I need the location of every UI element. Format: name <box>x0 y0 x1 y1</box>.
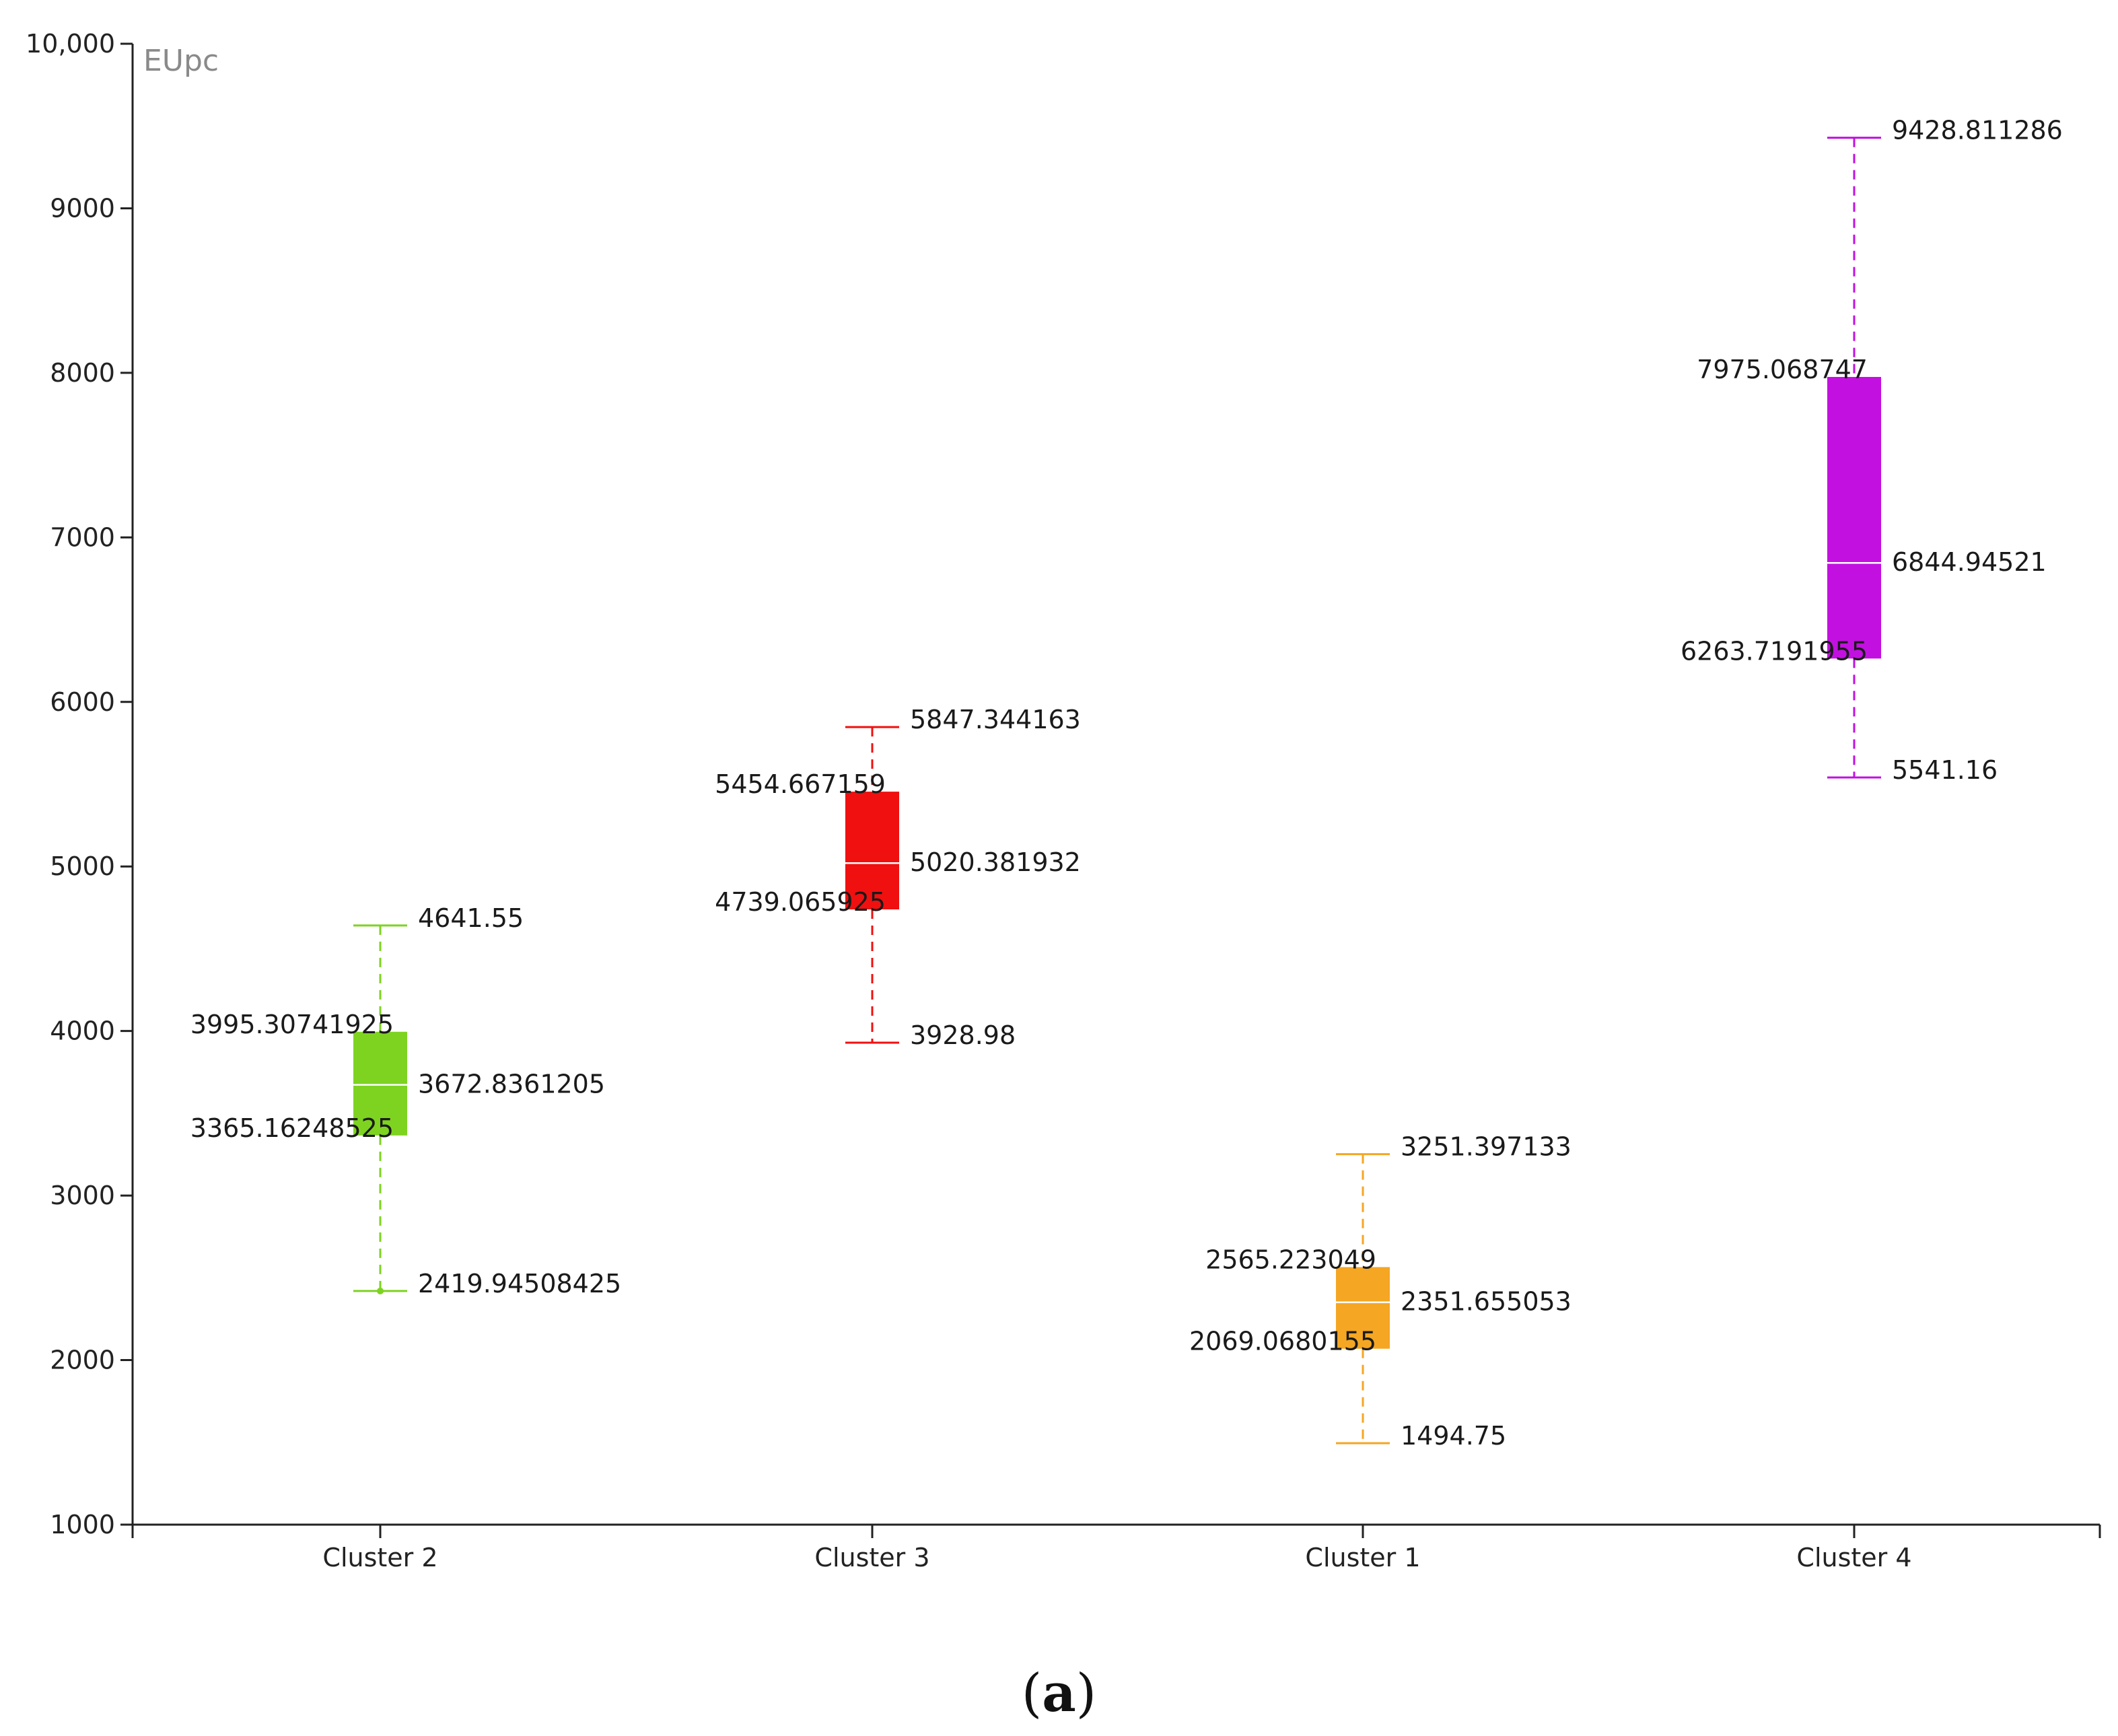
iqr-box <box>1336 1267 1390 1349</box>
min-value-label: 2419.94508425 <box>418 1269 621 1298</box>
panel-label-open: ( <box>1021 1663 1043 1724</box>
x-tick-label: Cluster 1 <box>1305 1543 1420 1572</box>
y-tick-label: 3000 <box>50 1181 115 1210</box>
min-point <box>377 1287 384 1294</box>
y-tick-label: 2000 <box>50 1346 115 1375</box>
box-cluster-3: 5847.344163 5020.381932 3928.98 5454.667159… <box>715 705 1081 1050</box>
x-tick-label: Cluster 4 <box>1796 1543 1911 1572</box>
q3-value-label: 3995.30741925 <box>190 1010 394 1039</box>
q1-value-label: 3365.16248525 <box>190 1113 394 1143</box>
y-unit-label: EUpc <box>143 44 219 78</box>
y-tick-label: 8000 <box>50 358 115 388</box>
box-cluster-2: 4641.55 3672.8361205 2419.94508425 3995.307… <box>190 903 621 1298</box>
x-tick-label: Cluster 2 <box>322 1543 437 1572</box>
median-value-label: 5020.381932 <box>910 847 1081 877</box>
y-tick-label: 5000 <box>50 852 115 881</box>
q1-value-label: 2069.0680155 <box>1189 1327 1376 1356</box>
max-value-label: 9428.811286 <box>1892 116 2063 145</box>
median-value-label: 3672.8361205 <box>418 1070 605 1099</box>
min-value-label: 3928.98 <box>910 1020 1016 1050</box>
panel-label-letter: a <box>1042 1663 1076 1724</box>
max-value-label: 5847.344163 <box>910 705 1081 734</box>
boxes: 4641.55 3672.8361205 2419.94508425 3995.307… <box>190 116 2063 1451</box>
box-cluster-1: 3251.397133 2351.655053 1494.75 2565.223049… <box>1189 1132 1572 1451</box>
iqr-box <box>845 792 899 910</box>
x-axis-ticks: Cluster 2 Cluster 3 Cluster 1 Cluster 4 <box>322 1525 1912 1572</box>
min-value-label: 5541.16 <box>1892 755 1998 785</box>
x-tick-label: Cluster 3 <box>814 1543 929 1572</box>
q3-value-label: 7975.068747 <box>1697 355 1868 384</box>
boxplot-chart: 1000 2000 3000 4000 5000 6000 7000 8000 9000 10,0… <box>26 29 2101 1572</box>
panel-label: (a) <box>0 1663 2118 1724</box>
max-value-label: 4641.55 <box>418 903 524 933</box>
q3-value-label: 5454.667159 <box>715 769 886 799</box>
max-value-label: 3251.397133 <box>1401 1132 1572 1162</box>
iqr-box <box>353 1031 407 1136</box>
panel-label-close: ) <box>1075 1663 1097 1724</box>
y-tick-label: 10,000 <box>26 29 115 59</box>
y-tick-label: 1000 <box>50 1510 115 1539</box>
axes <box>131 44 2101 1538</box>
y-tick-label: 9000 <box>50 193 115 223</box>
y-tick-label: 7000 <box>50 522 115 552</box>
q1-value-label: 4739.065925 <box>715 887 886 917</box>
iqr-box <box>1827 376 1881 659</box>
min-value-label: 1494.75 <box>1401 1421 1506 1451</box>
y-tick-label: 4000 <box>50 1016 115 1046</box>
box-cluster-4: 9428.811286 6844.94521 5541.16 7975.068747 6… <box>1681 116 2063 785</box>
median-value-label: 6844.94521 <box>1892 547 2047 577</box>
median-value-label: 2351.655053 <box>1401 1287 1572 1317</box>
q3-value-label: 2565.223049 <box>1205 1245 1376 1274</box>
y-axis-ticks: 1000 2000 3000 4000 5000 6000 7000 8000 9000 10,0… <box>26 29 133 1539</box>
q1-value-label: 6263.7191955 <box>1681 636 1868 666</box>
y-tick-label: 6000 <box>50 687 115 717</box>
